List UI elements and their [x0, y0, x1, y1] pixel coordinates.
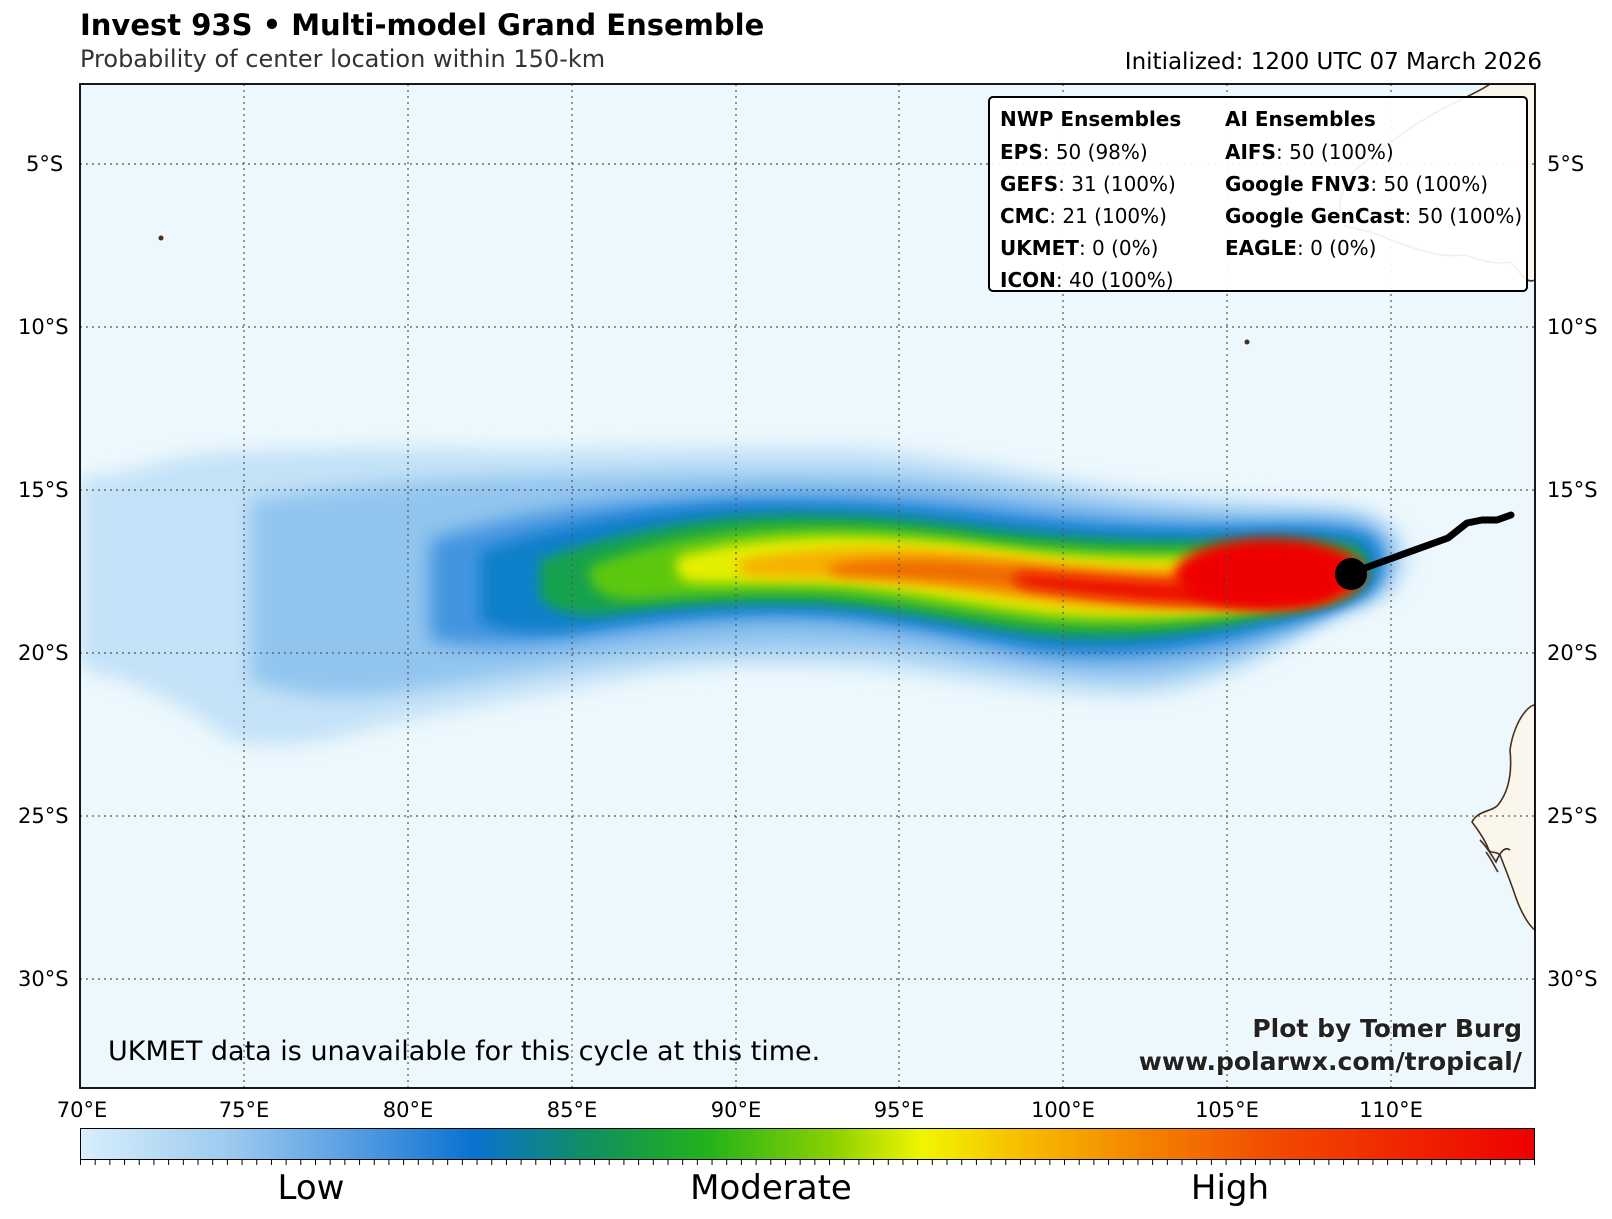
- legend-row: ICON: 40 (100%): [1000, 264, 1181, 296]
- ai-header: AI Ensembles: [1225, 107, 1376, 131]
- model-count: : 50 (98%): [1042, 140, 1148, 164]
- lon-label: 110°E: [1359, 1098, 1423, 1122]
- legend-row: UKMET: 0 (0%): [1000, 232, 1181, 264]
- model-count: : 0 (0%): [1296, 236, 1377, 260]
- lat-label-left: 20°S: [18, 641, 69, 665]
- colorbar-label-high: High: [1190, 1168, 1270, 1208]
- lat-label-right: 20°S: [1547, 641, 1598, 665]
- lon-label: 75°E: [218, 1098, 270, 1122]
- colorbar-label-moderate: Moderate: [690, 1168, 852, 1208]
- probability-colorbar: [80, 1128, 1535, 1160]
- island-chagos: [158, 235, 164, 241]
- nwp-column: NWP Ensembles EPS: 50 (98%) GEFS: 31 (10…: [1000, 104, 1181, 296]
- lat-label-left: 5°S: [26, 152, 64, 176]
- legend-row: Google GenCast: 50 (100%): [1225, 200, 1522, 232]
- lon-label: 100°E: [1031, 1098, 1095, 1122]
- lon-label: 90°E: [710, 1098, 762, 1122]
- lat-label-right: 25°S: [1547, 804, 1598, 828]
- lat-label-right: 10°S: [1547, 315, 1598, 339]
- map-subtitle: Probability of center location within 15…: [80, 45, 606, 73]
- lat-label-left: 10°S: [18, 315, 69, 339]
- model-count: : 40 (100%): [1055, 268, 1174, 292]
- model-count: : 50 (100%): [1276, 140, 1394, 164]
- probability-swath: [80, 446, 1409, 745]
- model-name: ICON: [1000, 268, 1056, 292]
- colorbar-label-low: Low: [277, 1168, 345, 1208]
- lat-label-right: 30°S: [1547, 967, 1598, 991]
- map-frame: [79, 83, 1536, 1089]
- model-name: AIFS: [1225, 140, 1276, 164]
- lat-label-right: 5°S: [1547, 152, 1585, 176]
- legend-row: Google FNV3: 50 (100%): [1225, 168, 1522, 200]
- model-name: GEFS: [1000, 172, 1059, 196]
- ai-column: AI Ensembles AIFS: 50 (100%) Google FNV3…: [1225, 104, 1522, 264]
- model-name: Google GenCast: [1225, 204, 1405, 228]
- model-name: Google FNV3: [1225, 172, 1371, 196]
- track-line: [1347, 511, 1515, 577]
- legend-row: AIFS: 50 (100%): [1225, 136, 1522, 168]
- model-name: UKMET: [1000, 236, 1079, 260]
- lon-label: 95°E: [873, 1098, 925, 1122]
- ensemble-legend: NWP Ensembles EPS: 50 (98%) GEFS: 31 (10…: [988, 96, 1528, 292]
- lon-label: 80°E: [382, 1098, 434, 1122]
- model-count: : 31 (100%): [1058, 172, 1176, 196]
- model-count: : 50 (100%): [1370, 172, 1489, 196]
- lon-label: 70°E: [56, 1098, 108, 1122]
- model-name: EAGLE: [1225, 236, 1297, 260]
- initialized-time: Initialized: 1200 UTC 07 March 2026: [1124, 49, 1542, 75]
- legend-row: CMC: 21 (100%): [1000, 200, 1181, 232]
- lat-label-left: 15°S: [18, 478, 69, 502]
- lon-label: 85°E: [546, 1098, 598, 1122]
- lon-label: 105°E: [1195, 1098, 1259, 1122]
- legend-row: EPS: 50 (98%): [1000, 136, 1181, 168]
- legend-row: GEFS: 31 (100%): [1000, 168, 1181, 200]
- lat-label-left: 30°S: [18, 967, 69, 991]
- model-name: EPS: [1000, 140, 1043, 164]
- colorbar-ticks: [80, 1160, 1535, 1165]
- lat-label-left: 25°S: [18, 804, 69, 828]
- island-christmas: [1244, 339, 1250, 345]
- nwp-header: NWP Ensembles: [1000, 107, 1182, 131]
- model-count: : 21 (100%): [1049, 204, 1167, 228]
- model-name: CMC: [1000, 204, 1050, 228]
- current-position-marker: [1335, 558, 1367, 590]
- legend-row: EAGLE: 0 (0%): [1225, 232, 1522, 264]
- credit-author: Plot by Tomer Burg: [1252, 1014, 1522, 1043]
- model-count: : 50 (100%): [1404, 204, 1523, 228]
- model-count: : 0 (0%): [1078, 236, 1159, 260]
- lat-label-right: 15°S: [1547, 478, 1598, 502]
- map-title: Invest 93S • Multi-model Grand Ensemble: [80, 8, 765, 42]
- credit-url: www.polarwx.com/tropical/: [1138, 1047, 1522, 1076]
- data-note: UKMET data is unavailable for this cycle…: [108, 1036, 821, 1067]
- shark-bay: [1479, 839, 1511, 873]
- land-australia: [1471, 704, 1535, 931]
